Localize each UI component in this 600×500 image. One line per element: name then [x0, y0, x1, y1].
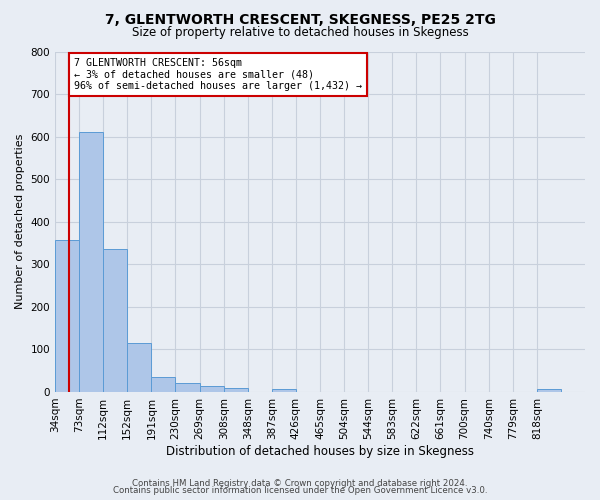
Text: 7 GLENTWORTH CRESCENT: 56sqm
← 3% of detached houses are smaller (48)
96% of sem: 7 GLENTWORTH CRESCENT: 56sqm ← 3% of det…: [74, 58, 362, 91]
Bar: [272, 388, 296, 392]
Bar: [127, 344, 151, 392]
Bar: [79, 132, 103, 392]
Text: 7, GLENTWORTH CRESCENT, SKEGNESS, PE25 2TG: 7, GLENTWORTH CRESCENT, SKEGNESS, PE25 2…: [104, 12, 496, 26]
Bar: [55, 240, 79, 392]
Y-axis label: Number of detached properties: Number of detached properties: [15, 134, 25, 310]
Text: Contains public sector information licensed under the Open Government Licence v3: Contains public sector information licen…: [113, 486, 487, 495]
Text: Size of property relative to detached houses in Skegness: Size of property relative to detached ho…: [131, 26, 469, 39]
Bar: [175, 384, 200, 392]
Bar: [103, 248, 127, 392]
Text: Contains HM Land Registry data © Crown copyright and database right 2024.: Contains HM Land Registry data © Crown c…: [132, 478, 468, 488]
Bar: [151, 377, 175, 392]
Bar: [200, 386, 224, 392]
Bar: [537, 388, 561, 392]
Bar: [224, 388, 248, 392]
X-axis label: Distribution of detached houses by size in Skegness: Distribution of detached houses by size …: [166, 444, 474, 458]
